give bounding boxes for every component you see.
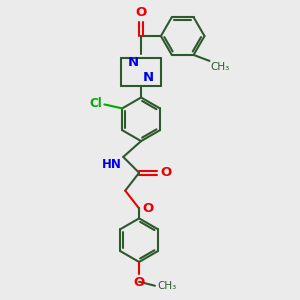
Text: Cl: Cl (90, 97, 102, 110)
Text: O: O (134, 276, 145, 289)
Text: O: O (142, 202, 153, 215)
Text: O: O (160, 166, 171, 179)
Text: HN: HN (101, 158, 121, 171)
Text: CH₃: CH₃ (210, 62, 230, 72)
Text: CH₃: CH₃ (157, 281, 176, 291)
Text: N: N (143, 70, 154, 84)
Text: N: N (128, 56, 139, 69)
Text: O: O (136, 6, 147, 19)
